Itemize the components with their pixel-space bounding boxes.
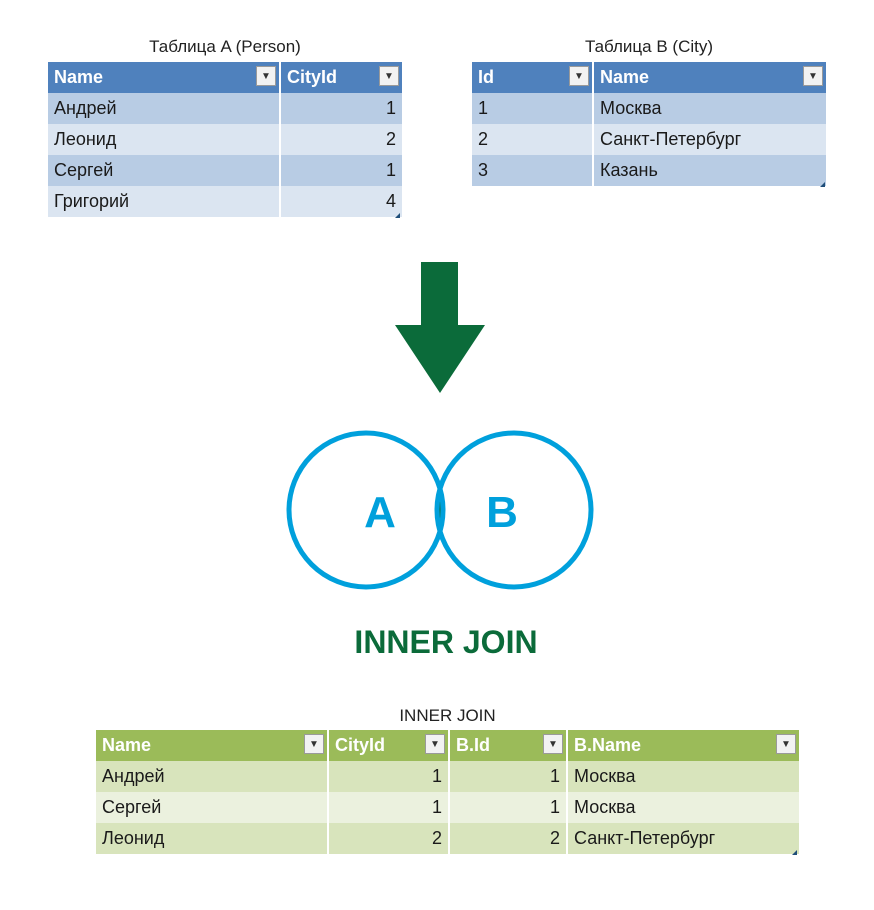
cell-bname: Москва — [566, 761, 799, 792]
table-a-caption: Таблица A (Person) — [149, 37, 301, 56]
dropdown-arrow-icon[interactable]: ▼ — [569, 66, 589, 86]
cell-bname: Москва — [566, 792, 799, 823]
venn-circle-a — [286, 430, 446, 590]
cell-cityid: 4 — [279, 186, 402, 217]
table-b: Id ▼ Name ▼ 1 Москва 2 Санкт-Петербург 3… — [472, 62, 826, 186]
table-a: Name ▼ CityId ▼ Андрей 1 Леонид 2 Сергей… — [48, 62, 402, 217]
cell-name: Григорий — [48, 186, 280, 217]
cell-cityid: 1 — [327, 761, 449, 792]
table-b-resize-handle[interactable] — [820, 182, 825, 187]
table-row[interactable]: Григорий 4 — [48, 186, 402, 217]
cell-id: 3 — [472, 155, 593, 186]
table-b-header-id-label: Id — [478, 67, 494, 87]
cell-cityid: 1 — [327, 792, 449, 823]
table-b-caption: Таблица B (City) — [584, 37, 714, 56]
dropdown-arrow-icon[interactable]: ▼ — [256, 66, 276, 86]
dropdown-arrow-icon[interactable]: ▼ — [379, 66, 399, 86]
venn-label-a: A — [364, 488, 396, 537]
dropdown-arrow-icon[interactable]: ▼ — [803, 66, 823, 86]
result-header-name-label: Name — [102, 735, 152, 755]
result-header-bid-label: B.Id — [456, 735, 490, 755]
table-row[interactable]: Сергей 1 — [48, 155, 402, 186]
result-resize-handle[interactable] — [792, 850, 797, 855]
result-header-row: Name ▼ CityId ▼ B.Id ▼ B.Name ▼ — [96, 730, 799, 761]
cell-bid: 1 — [448, 761, 567, 792]
table-row[interactable]: Андрей 1 — [48, 93, 402, 124]
table-a-header-cityid: CityId ▼ — [279, 62, 402, 93]
dropdown-arrow-icon[interactable]: ▼ — [425, 734, 445, 754]
dropdown-arrow-icon[interactable]: ▼ — [304, 734, 324, 754]
result-header-bname: B.Name ▼ — [566, 730, 799, 761]
cell-name: Санкт-Петербург — [592, 124, 826, 155]
cell-cityid: 1 — [279, 155, 402, 186]
cell-bid: 2 — [448, 823, 567, 854]
result-header-cityid-label: CityId — [335, 735, 386, 755]
cell-name: Андрей — [48, 93, 280, 124]
table-row[interactable]: 2 Санкт-Петербург — [472, 124, 826, 155]
result-caption: INNER JOIN — [399, 706, 496, 725]
result-header-name: Name ▼ — [96, 730, 328, 761]
cell-id: 2 — [472, 124, 593, 155]
dropdown-arrow-icon[interactable]: ▼ — [776, 734, 796, 754]
table-row[interactable]: 1 Москва — [472, 93, 826, 124]
cell-name: Сергей — [48, 155, 280, 186]
venn-circle-b — [434, 430, 594, 590]
cell-name: Леонид — [96, 823, 328, 854]
table-a-header-row: Name ▼ CityId ▼ — [48, 62, 402, 93]
table-row[interactable]: Сергей 1 1 Москва — [96, 792, 799, 823]
result-table: Name ▼ CityId ▼ B.Id ▼ B.Name ▼ Андрей 1… — [96, 730, 799, 854]
cell-name: Андрей — [96, 761, 328, 792]
cell-cityid: 2 — [327, 823, 449, 854]
cell-bid: 1 — [448, 792, 567, 823]
cell-cityid: 2 — [279, 124, 402, 155]
table-row[interactable]: Леонид 2 2 Санкт-Петербург — [96, 823, 799, 854]
down-arrow-icon — [395, 262, 485, 393]
cell-name: Москва — [592, 93, 826, 124]
result-header-bname-label: B.Name — [574, 735, 642, 755]
table-b-header-name: Name ▼ — [592, 62, 826, 93]
venn-label-b: B — [486, 488, 518, 537]
table-b-header-row: Id ▼ Name ▼ — [472, 62, 826, 93]
join-diagram: A B INNER JOIN — [286, 262, 594, 660]
table-row[interactable]: Андрей 1 1 Москва — [96, 761, 799, 792]
cell-name: Казань — [592, 155, 826, 186]
table-a-resize-handle[interactable] — [395, 213, 400, 218]
table-a-header-name-label: Name — [54, 67, 104, 87]
cell-name: Леонид — [48, 124, 280, 155]
result-header-bid: B.Id ▼ — [448, 730, 567, 761]
cell-id: 1 — [472, 93, 593, 124]
table-a-header-name: Name ▼ — [48, 62, 280, 93]
table-row[interactable]: Леонид 2 — [48, 124, 402, 155]
table-a-header-cityid-label: CityId — [287, 67, 338, 87]
venn-title: INNER JOIN — [354, 624, 537, 660]
cell-bname: Санкт-Петербург — [566, 823, 799, 854]
cell-cityid: 1 — [279, 93, 402, 124]
table-row[interactable]: 3 Казань — [472, 155, 826, 186]
table-b-header-id: Id ▼ — [472, 62, 593, 93]
table-b-header-name-label: Name — [600, 67, 650, 87]
dropdown-arrow-icon[interactable]: ▼ — [543, 734, 563, 754]
result-header-cityid: CityId ▼ — [327, 730, 449, 761]
cell-name: Сергей — [96, 792, 328, 823]
